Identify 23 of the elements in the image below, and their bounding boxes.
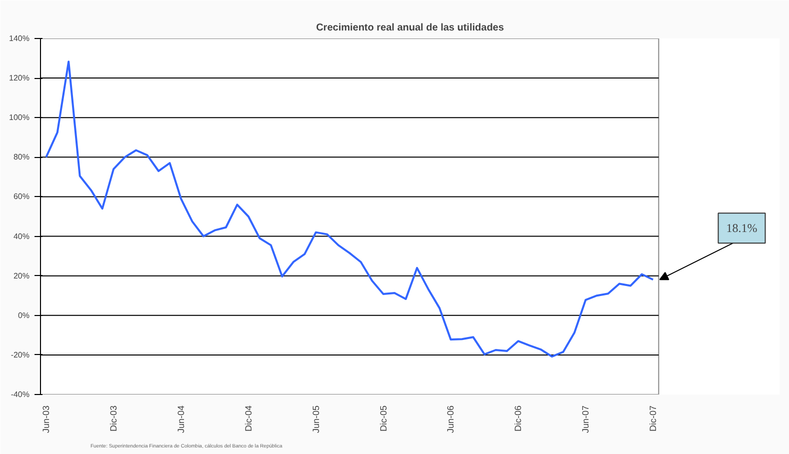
x-tick-label: Jun-03 xyxy=(41,405,52,434)
y-tick-label: 60% xyxy=(13,192,30,202)
x-tick-label: Jun-06 xyxy=(446,405,456,434)
x-tick-label: Jun-04 xyxy=(176,405,186,434)
y-tick-label: -40% xyxy=(10,390,30,399)
y-tick-label: 120% xyxy=(9,74,30,83)
x-tick-label: Jun-05 xyxy=(310,405,321,434)
y-tick-label: 80% xyxy=(13,152,30,162)
x-tick-label: Dic-07 xyxy=(648,405,658,432)
y-tick-label: -20% xyxy=(10,350,30,360)
y-tick-label: 0% xyxy=(18,310,30,320)
y-tick-label: 40% xyxy=(13,232,30,241)
chart-title: Crecimiento real anual de las utilidades xyxy=(316,22,504,34)
y-tick-label: 20% xyxy=(13,271,30,280)
y-tick-label: 100% xyxy=(9,113,30,122)
x-tick-label: Dic-06 xyxy=(513,405,524,432)
x-tick-label: Dic-04 xyxy=(243,405,254,432)
annotation: 18.1% xyxy=(726,221,758,236)
x-tick-label: Jun-07 xyxy=(580,405,591,434)
x-tick-label: Dic-05 xyxy=(378,405,388,432)
y-tick-label: 140% xyxy=(9,34,30,43)
x-tick-label: Dic-03 xyxy=(108,405,119,432)
line-series xyxy=(45,60,654,358)
